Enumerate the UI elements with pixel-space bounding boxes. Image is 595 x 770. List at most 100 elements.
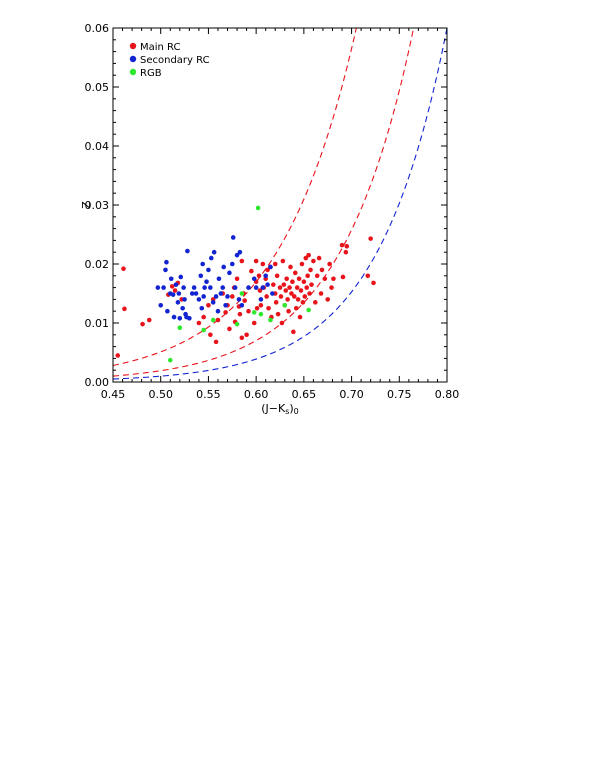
- legend-label-rgb: RGB: [140, 68, 162, 79]
- point-main-rc: [316, 255, 322, 261]
- point-main-rc: [227, 326, 232, 332]
- point-secondary-rc: [177, 315, 183, 321]
- point-rgb: [282, 303, 288, 308]
- point-secondary-rc: [168, 276, 174, 282]
- point-secondary-rc: [223, 303, 228, 308]
- legend-marker-secondary-rc: [129, 55, 137, 63]
- point-main-rc: [237, 311, 243, 317]
- x-tick-label: 0.80: [435, 388, 460, 401]
- point-main-rc: [322, 276, 328, 282]
- point-secondary-rc: [158, 303, 164, 308]
- point-secondary-rc: [200, 261, 205, 267]
- point-secondary-rc: [187, 315, 192, 321]
- point-secondary-rc: [260, 285, 266, 290]
- point-secondary-rc: [215, 308, 221, 314]
- point-main-rc: [275, 311, 281, 317]
- point-main-rc: [302, 294, 308, 299]
- x-tick-label: 0.65: [292, 388, 317, 401]
- x-axis-title: (J−Ks)0: [261, 402, 299, 416]
- legend-label-secondary-rc: Secondary RC: [140, 55, 210, 66]
- point-secondary-rc: [251, 276, 257, 282]
- point-secondary-rc: [178, 274, 184, 280]
- point-secondary-rc: [253, 285, 259, 290]
- point-main-rc: [319, 267, 325, 273]
- point-main-rc: [300, 300, 306, 305]
- point-secondary-rc: [218, 291, 224, 296]
- point-secondary-rc: [208, 285, 213, 290]
- point-main-rc: [244, 332, 249, 338]
- point-secondary-rc: [237, 249, 243, 255]
- point-main-rc: [368, 236, 373, 241]
- point-rgb: [234, 321, 240, 327]
- point-main-rc: [285, 297, 290, 302]
- point-main-rc: [325, 297, 331, 302]
- point-main-rc: [296, 276, 302, 282]
- point-rgb: [167, 357, 173, 363]
- point-main-rc: [340, 274, 346, 280]
- point-main-rc: [294, 285, 300, 290]
- point-main-rc: [264, 294, 269, 299]
- point-secondary-rc: [204, 279, 209, 285]
- axis-ticks: [112, 27, 448, 383]
- point-secondary-rc: [220, 285, 226, 290]
- point-main-rc: [242, 298, 247, 303]
- point-rgb: [268, 317, 273, 323]
- point-secondary-rc: [236, 297, 242, 302]
- point-main-rc: [277, 285, 283, 290]
- point-secondary-rc: [196, 297, 202, 302]
- point-secondary-rc: [182, 297, 187, 302]
- point-secondary-rc: [234, 252, 240, 258]
- x-tick-labels: 0.45 0.50 0.55 0.60 0.65 0.70 0.75 0.80: [101, 388, 460, 401]
- point-main-rc: [299, 261, 305, 267]
- point-secondary-rc: [239, 303, 245, 308]
- model-curves: [113, 28, 447, 380]
- point-main-rc: [284, 276, 289, 282]
- point-main-rc: [169, 284, 175, 289]
- point-secondary-rc: [155, 285, 161, 290]
- point-secondary-rc: [175, 300, 181, 305]
- point-main-rc: [208, 332, 213, 338]
- point-secondary-rc: [270, 291, 275, 296]
- point-rgb: [210, 317, 216, 323]
- point-main-rc: [254, 305, 260, 311]
- x-tick-label: 0.50: [148, 388, 173, 401]
- point-main-rc: [266, 305, 271, 311]
- point-main-rc: [206, 303, 211, 308]
- point-rgb: [255, 205, 261, 211]
- point-main-rc: [239, 258, 245, 264]
- point-main-rc: [273, 300, 279, 305]
- point-rgb: [177, 325, 183, 331]
- point-main-rc: [343, 249, 349, 255]
- point-main-rc: [229, 294, 235, 299]
- point-secondary-rc: [202, 285, 207, 290]
- point-main-rc: [265, 267, 270, 273]
- point-secondary-rc: [201, 294, 206, 299]
- data-points: [115, 205, 376, 363]
- point-main-rc: [258, 303, 264, 308]
- point-secondary-rc: [199, 305, 205, 311]
- point-main-rc: [303, 255, 309, 261]
- point-secondary-rc: [268, 264, 273, 270]
- point-secondary-rc: [232, 285, 238, 290]
- point-secondary-rc: [230, 235, 236, 240]
- point-rgb: [251, 310, 257, 315]
- point-main-rc: [271, 282, 276, 287]
- point-secondary-rc: [193, 291, 199, 296]
- point-secondary-rc: [170, 292, 176, 297]
- point-main-rc: [288, 264, 293, 270]
- point-main-rc: [122, 306, 127, 312]
- point-rgb: [239, 291, 245, 296]
- point-main-rc: [256, 273, 262, 279]
- y-tick-label: 0.05: [85, 81, 110, 94]
- y-axis-title: Z: [80, 201, 93, 209]
- point-main-rc: [146, 317, 152, 323]
- point-rgb: [306, 307, 311, 313]
- point-main-rc: [272, 261, 278, 267]
- point-main-rc: [307, 291, 312, 296]
- point-rgb: [258, 311, 264, 317]
- point-main-rc: [371, 280, 376, 286]
- point-main-rc: [292, 294, 297, 299]
- point-main-rc: [223, 310, 228, 315]
- model-curve-3: [113, 28, 447, 380]
- point-main-rc: [298, 288, 304, 293]
